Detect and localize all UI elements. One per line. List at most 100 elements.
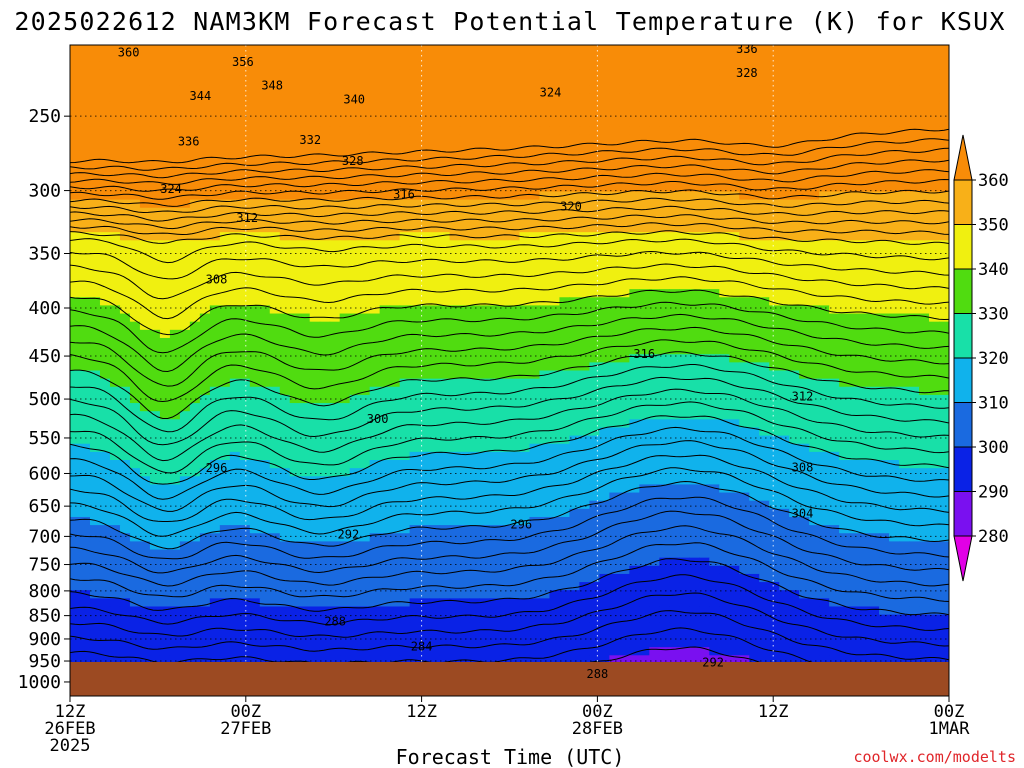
band-cell <box>739 468 750 477</box>
band-cell <box>919 150 930 160</box>
band-cell <box>929 451 940 461</box>
band-cell <box>859 232 870 241</box>
band-cell <box>399 101 411 111</box>
band-cell <box>849 378 860 388</box>
band-cell <box>589 126 600 136</box>
band-cell <box>369 85 381 95</box>
band-cell <box>819 69 830 79</box>
band-cell <box>889 142 900 152</box>
band-cell <box>329 321 341 331</box>
band-cell <box>909 101 920 111</box>
band-cell <box>609 289 620 298</box>
band-cell <box>819 85 830 95</box>
band-cell <box>509 346 521 355</box>
band-cell <box>749 362 760 372</box>
band-cell <box>119 53 131 62</box>
band-cell <box>139 321 151 331</box>
band-cell <box>869 69 880 79</box>
band-cell <box>299 280 311 290</box>
band-cell <box>699 118 710 127</box>
band-cell <box>469 232 481 241</box>
band-cell <box>889 313 900 323</box>
band-cell <box>829 297 840 306</box>
band-cell <box>449 484 461 494</box>
band-cell <box>569 248 581 258</box>
band-cell <box>919 427 930 437</box>
band-cell <box>919 305 930 315</box>
band-cell <box>299 386 311 396</box>
band-cell <box>649 378 660 388</box>
band-cell <box>549 256 561 266</box>
band-cell <box>839 232 850 241</box>
band-cell <box>249 289 261 298</box>
band-cell <box>289 134 301 144</box>
band-cell <box>379 272 391 282</box>
band-cell <box>139 378 151 388</box>
band-cell <box>709 53 720 62</box>
band-cell <box>609 150 620 160</box>
band-cell <box>289 191 301 201</box>
band-cell <box>319 232 331 241</box>
band-cell <box>629 118 640 127</box>
band-cell <box>249 248 261 258</box>
band-cell <box>299 460 311 469</box>
band-cell <box>849 175 860 184</box>
band-cell <box>529 69 541 79</box>
band-cell <box>379 150 391 160</box>
band-cell <box>879 346 890 355</box>
band-cell <box>529 435 541 445</box>
band-cell <box>689 297 700 306</box>
band-cell <box>259 61 271 71</box>
band-cell <box>89 232 101 241</box>
band-cell <box>99 93 111 103</box>
band-cell <box>889 468 900 477</box>
band-cell <box>759 118 770 127</box>
band-cell <box>549 272 561 282</box>
band-cell <box>189 346 201 355</box>
band-cell <box>749 386 760 396</box>
band-cell <box>99 370 111 380</box>
band-cell <box>909 403 920 412</box>
band-cell <box>109 337 121 347</box>
band-cell <box>839 411 850 420</box>
band-cell <box>669 500 680 510</box>
band-cell <box>429 386 441 396</box>
band-cell <box>209 435 221 445</box>
band-cell <box>819 126 830 136</box>
band-cell <box>199 77 211 87</box>
band-cell <box>399 77 411 87</box>
band-cell <box>669 69 680 79</box>
band-cell <box>869 126 880 136</box>
band-cell <box>399 134 411 144</box>
band-cell <box>419 394 431 404</box>
band-cell <box>649 297 660 306</box>
band-cell <box>929 224 940 233</box>
band-cell <box>429 142 441 152</box>
band-cell <box>249 460 261 469</box>
band-cell <box>339 305 351 315</box>
band-cell <box>629 101 640 111</box>
band-cell <box>239 386 251 396</box>
band-cell <box>889 394 900 404</box>
band-cell <box>889 126 900 136</box>
band-cell <box>149 484 161 494</box>
band-cell <box>909 264 920 274</box>
band-cell <box>809 476 820 486</box>
band-cell <box>289 69 301 79</box>
band-cell <box>859 492 870 502</box>
band-cell <box>429 411 441 420</box>
band-cell <box>249 183 261 193</box>
band-cell <box>759 272 770 282</box>
band-cell <box>639 305 650 315</box>
band-cell <box>319 297 331 306</box>
band-cell <box>89 150 101 160</box>
band-cell <box>319 150 331 160</box>
band-cell <box>699 443 710 453</box>
band-cell <box>179 69 191 79</box>
band-cell <box>199 451 211 461</box>
band-cell <box>589 53 600 62</box>
band-cell <box>779 45 790 54</box>
band-cell <box>239 337 251 347</box>
band-cell <box>489 500 501 510</box>
band-cell <box>849 394 860 404</box>
